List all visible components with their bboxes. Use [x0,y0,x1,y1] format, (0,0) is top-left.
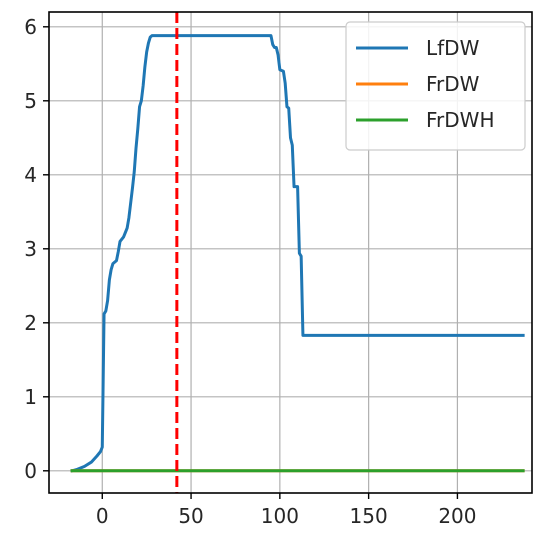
tick-layer: 0 50 100 150 200 0 1 2 3 4 5 6 [24,15,476,528]
x-tick-label: 50 [178,504,203,528]
series-line-lfdw [70,34,525,473]
legend: LfDW FrDW FrDWH [345,21,526,151]
x-tick-label: 200 [438,504,476,528]
legend-label: FrDW [426,72,480,96]
legend-label: LfDW [426,36,480,60]
legend-label: FrDWH [426,108,495,132]
y-tick-label: 3 [24,237,37,261]
x-tick-label: 100 [261,504,299,528]
plot-frame [48,11,533,494]
legend-box [345,21,526,151]
y-tick-label: 0 [24,459,37,483]
y-tick-label: 1 [24,385,37,409]
y-tick-label: 2 [24,311,37,335]
x-tick-label: 0 [96,504,109,528]
y-tick-label: 6 [24,15,37,39]
y-tick-label: 5 [24,89,37,113]
y-tick-label: 4 [24,163,37,187]
series-layer [70,34,525,473]
x-tick-label: 150 [350,504,388,528]
